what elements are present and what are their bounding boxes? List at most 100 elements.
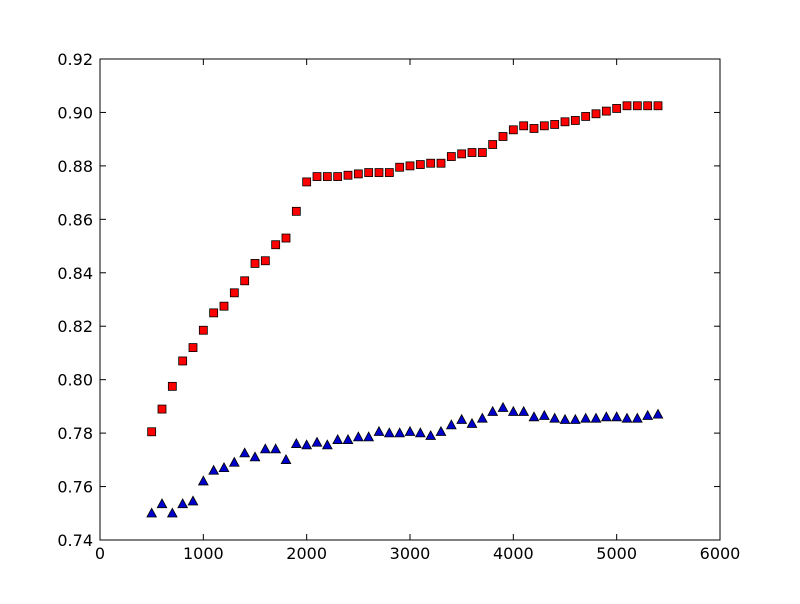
- square-point: [395, 162, 405, 172]
- square-point: [570, 116, 580, 125]
- triangle-point: [652, 408, 664, 419]
- triangle-point: [642, 409, 654, 420]
- square-point: [519, 121, 529, 131]
- square-point: [384, 168, 394, 177]
- triangle-point: [301, 439, 313, 450]
- triangle-point: [590, 412, 602, 423]
- y-tick-label: 0.82: [57, 317, 93, 336]
- triangle-point: [290, 437, 302, 448]
- triangle-point: [621, 412, 633, 423]
- x-tick-label: 1000: [183, 544, 224, 563]
- triangle-point: [259, 443, 271, 454]
- triangle-point: [363, 431, 375, 442]
- triangle-point: [580, 412, 592, 423]
- triangle-point: [435, 425, 447, 436]
- square-point: [312, 172, 322, 181]
- y-tick-label: 0.76: [57, 478, 93, 497]
- triangle-point: [528, 411, 540, 422]
- y-tick-label: 0.80: [57, 371, 93, 390]
- square-point: [291, 206, 301, 216]
- triangle-point: [239, 447, 251, 458]
- x-tick-label: 3000: [390, 544, 431, 563]
- x-tick-label: 4000: [493, 544, 534, 563]
- square-point: [219, 301, 229, 311]
- triangle-point: [187, 495, 199, 506]
- triangle-point: [476, 412, 488, 423]
- triangle-point: [497, 401, 509, 412]
- square-point: [415, 160, 425, 169]
- triangle-point: [425, 429, 437, 440]
- axis-ticks: 0 1000 2000 3000 4000 5000 6000 0.74 0.76 0.78 0.8…: [57, 50, 740, 563]
- square-point: [488, 140, 498, 149]
- triangle-point: [249, 451, 261, 462]
- y-tick-label: 0.86: [57, 210, 93, 229]
- square-point: [240, 276, 250, 286]
- x-tick-label: 5000: [596, 544, 637, 563]
- triangle-point: [549, 412, 561, 423]
- square-point: [333, 172, 343, 181]
- y-tick-label: 0.90: [57, 103, 93, 122]
- square-point: [601, 106, 611, 116]
- square-point: [178, 356, 188, 366]
- triangle-point: [466, 417, 478, 428]
- triangle-point: [166, 507, 178, 518]
- triangle-point: [569, 413, 581, 424]
- square-point: [653, 101, 663, 111]
- square-point: [229, 288, 239, 298]
- y-tick-label: 0.74: [57, 531, 93, 550]
- triangle-point: [414, 427, 426, 438]
- triangle-point: [352, 431, 364, 442]
- triangle-point: [332, 433, 344, 444]
- triangle-point: [208, 464, 220, 475]
- square-point: [198, 325, 208, 335]
- triangle-point: [383, 427, 395, 438]
- triangle-point: [631, 412, 643, 423]
- x-tick-label: 6000: [700, 544, 741, 563]
- square-point: [281, 233, 291, 243]
- square-point: [157, 404, 167, 414]
- triangle-point: [559, 413, 571, 424]
- triangle-point: [146, 507, 158, 518]
- square-point: [539, 121, 549, 131]
- triangle-point: [228, 456, 240, 467]
- square-point: [260, 256, 270, 266]
- square-point: [591, 109, 601, 119]
- triangle-point: [445, 419, 457, 430]
- y-tick-label: 0.92: [57, 50, 93, 69]
- triangle-point: [456, 413, 468, 424]
- triangle-point: [197, 475, 209, 486]
- square-point: [167, 381, 177, 391]
- triangle-point: [518, 405, 530, 416]
- square-point: [529, 124, 539, 133]
- triangle-point: [507, 405, 519, 416]
- y-tick-label: 0.84: [57, 264, 93, 283]
- triangle-point: [270, 443, 282, 454]
- square-point: [322, 172, 332, 181]
- y-tick-label: 0.88: [57, 157, 93, 176]
- square-point: [147, 427, 157, 437]
- square-point: [632, 101, 642, 111]
- square-point: [612, 104, 622, 113]
- square-point: [550, 120, 560, 129]
- square-point: [622, 101, 632, 111]
- square-point: [477, 148, 487, 157]
- x-tick-label: 2000: [286, 544, 327, 563]
- triangle-point: [342, 433, 354, 444]
- square-point: [302, 177, 312, 187]
- triangle-point: [394, 427, 406, 438]
- triangle-point: [177, 498, 189, 509]
- square-point: [353, 169, 363, 179]
- square-point: [188, 343, 198, 353]
- triangle-point: [538, 409, 550, 420]
- square-point: [643, 101, 653, 111]
- square-point: [581, 112, 591, 121]
- square-point: [343, 170, 353, 180]
- triangle-point: [280, 453, 292, 464]
- square-point: [364, 168, 374, 177]
- triangle-point: [311, 436, 323, 447]
- triangle-point: [156, 498, 168, 509]
- square-point: [426, 158, 436, 168]
